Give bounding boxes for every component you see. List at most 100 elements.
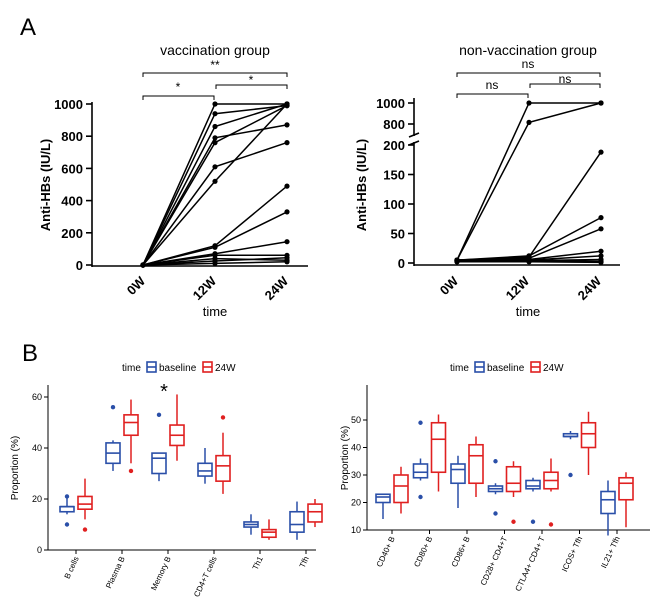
box-body bbox=[525, 479, 541, 490]
x-tick-label: CTLA4+ CD4+ T bbox=[514, 535, 547, 593]
box-body bbox=[289, 510, 305, 533]
subject-point bbox=[140, 262, 146, 268]
legend-label-24w: 24W bbox=[215, 363, 236, 374]
subject-point bbox=[526, 100, 532, 106]
x-tick-12w: 12W bbox=[503, 273, 533, 303]
boxes bbox=[59, 394, 323, 540]
sig-bracket-right bbox=[529, 83, 601, 88]
subject-point bbox=[284, 239, 290, 245]
subject-point bbox=[212, 260, 218, 266]
y-axis-label: Anti-HBs (IU/L) bbox=[354, 139, 369, 231]
box-body bbox=[151, 452, 167, 475]
y-tick-label: 0 bbox=[76, 258, 83, 273]
box-body bbox=[468, 443, 484, 485]
y-axis-label: Proportion (%) bbox=[10, 436, 21, 500]
y-axis-label: Anti-HBs (IU/L) bbox=[38, 139, 53, 231]
sig-label-right: ns bbox=[559, 72, 572, 86]
non-vaccination-chart-title: non-vaccination group bbox=[459, 42, 597, 58]
box-body bbox=[450, 463, 466, 485]
box-body bbox=[375, 493, 391, 504]
outlier-point bbox=[220, 415, 226, 420]
y-tick-label: 200 bbox=[383, 138, 405, 153]
subject-lines bbox=[454, 100, 604, 265]
outlier-point bbox=[568, 472, 573, 478]
box-baseline bbox=[243, 514, 259, 535]
sig-bracket-top bbox=[142, 72, 288, 77]
y-tick-label: 100 bbox=[383, 197, 405, 212]
y-tick-label: 50 bbox=[351, 415, 361, 425]
y-tick-label: 20 bbox=[32, 494, 42, 504]
x-tick-24w: 24W bbox=[262, 273, 292, 303]
box-baseline bbox=[151, 452, 167, 482]
sig-bracket-right bbox=[215, 84, 288, 89]
box-chart-left: time baseline 24W * 0 20 40 60 B cells Plasm… bbox=[10, 361, 323, 598]
subject-point bbox=[212, 135, 218, 141]
box-24W bbox=[77, 478, 93, 520]
box-body bbox=[580, 421, 597, 449]
y-tick-label: 40 bbox=[351, 443, 361, 453]
box-body bbox=[505, 465, 522, 493]
box-body bbox=[412, 463, 429, 479]
box-24W bbox=[543, 458, 559, 492]
y-tick-label: 1000 bbox=[54, 97, 83, 112]
box-24W bbox=[169, 394, 185, 461]
subject-point bbox=[598, 248, 604, 254]
subject-line-1 bbox=[456, 102, 601, 261]
subject-point bbox=[598, 100, 604, 106]
y-tick-label: 50 bbox=[391, 227, 405, 242]
y-tick-label: 800 bbox=[383, 117, 405, 132]
x-axis-label: time bbox=[516, 304, 541, 319]
box-body bbox=[618, 476, 634, 501]
subject-point bbox=[212, 244, 218, 250]
legend-title: time bbox=[450, 363, 469, 374]
x-tick-24w: 24W bbox=[575, 273, 605, 303]
significance-star: * bbox=[160, 381, 168, 403]
x-tick-labels: B cells Plasma B Memory B CD4+T cells Th1 Tfh bbox=[63, 550, 311, 598]
box-24W bbox=[505, 461, 522, 497]
outlier-point bbox=[548, 522, 554, 527]
y-tick-label: 200 bbox=[61, 226, 83, 241]
box-baseline bbox=[487, 483, 504, 495]
x-tick-0w: 0W bbox=[437, 273, 462, 298]
y-tick-label: 10 bbox=[351, 525, 361, 535]
y-ticks: 0 50 100 150 200 800 1000 bbox=[376, 96, 414, 271]
box-baseline bbox=[450, 455, 466, 508]
box-24W bbox=[430, 414, 447, 492]
y-axis-label: Proportion (%) bbox=[340, 426, 351, 490]
box-body bbox=[123, 414, 139, 437]
axis-break-mark bbox=[408, 132, 420, 138]
x-tick-label: IL21+ Tfh bbox=[599, 535, 621, 570]
y-tick-label: 0 bbox=[37, 545, 42, 555]
x-tick-label: CD28+ CD4+T bbox=[479, 535, 510, 587]
box-body bbox=[261, 528, 277, 539]
subject-lines bbox=[140, 101, 290, 268]
box-24W bbox=[580, 411, 597, 475]
box-body bbox=[215, 454, 231, 482]
subject-point bbox=[598, 226, 604, 232]
box-24W bbox=[468, 436, 484, 497]
box-baseline bbox=[289, 501, 305, 540]
outlier-point bbox=[82, 527, 88, 532]
subject-point bbox=[598, 253, 604, 259]
sig-label-right: * bbox=[249, 73, 254, 87]
legend-label-baseline: baseline bbox=[159, 363, 197, 374]
sig-label-left: ns bbox=[486, 78, 499, 92]
x-tick-label: CD4+T cells bbox=[192, 555, 219, 598]
subject-point bbox=[284, 209, 290, 215]
box-baseline bbox=[59, 496, 75, 515]
box-24W bbox=[123, 399, 139, 464]
y-ticks: 10 20 30 40 50 bbox=[351, 415, 367, 535]
y-tick-label: 40 bbox=[32, 443, 42, 453]
x-tick-label: CD86+ B bbox=[450, 535, 472, 568]
y-ticks: 0 20 40 60 bbox=[32, 392, 48, 555]
subject-point bbox=[212, 123, 218, 130]
subject-point bbox=[526, 259, 532, 265]
outlier-point bbox=[156, 412, 162, 418]
subject-point bbox=[284, 140, 290, 146]
sig-bracket-top bbox=[456, 72, 601, 77]
x-tick-label: Th1 bbox=[251, 555, 265, 572]
subject-point bbox=[212, 140, 218, 146]
sig-bracket-left bbox=[142, 95, 215, 100]
panel-letter-a: A bbox=[20, 14, 36, 41]
subject-point bbox=[454, 259, 460, 265]
